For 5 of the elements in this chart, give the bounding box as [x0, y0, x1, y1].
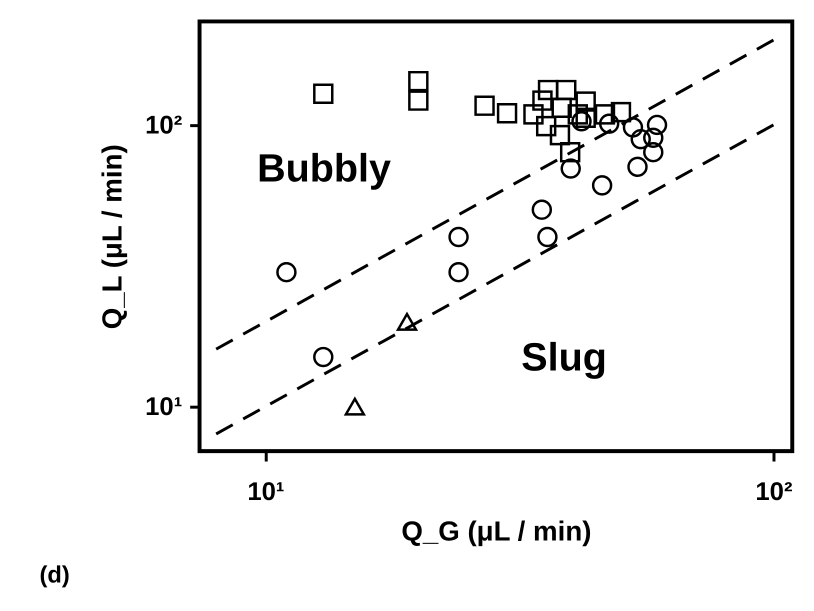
text: (d): [40, 562, 70, 589]
annotation: Slug: [521, 336, 607, 380]
y-axis-title: Q_L (μL / min): [96, 144, 128, 330]
x-axis-title: Q_G (μL / min): [401, 516, 592, 547]
annotation: Bubbly: [257, 146, 391, 191]
